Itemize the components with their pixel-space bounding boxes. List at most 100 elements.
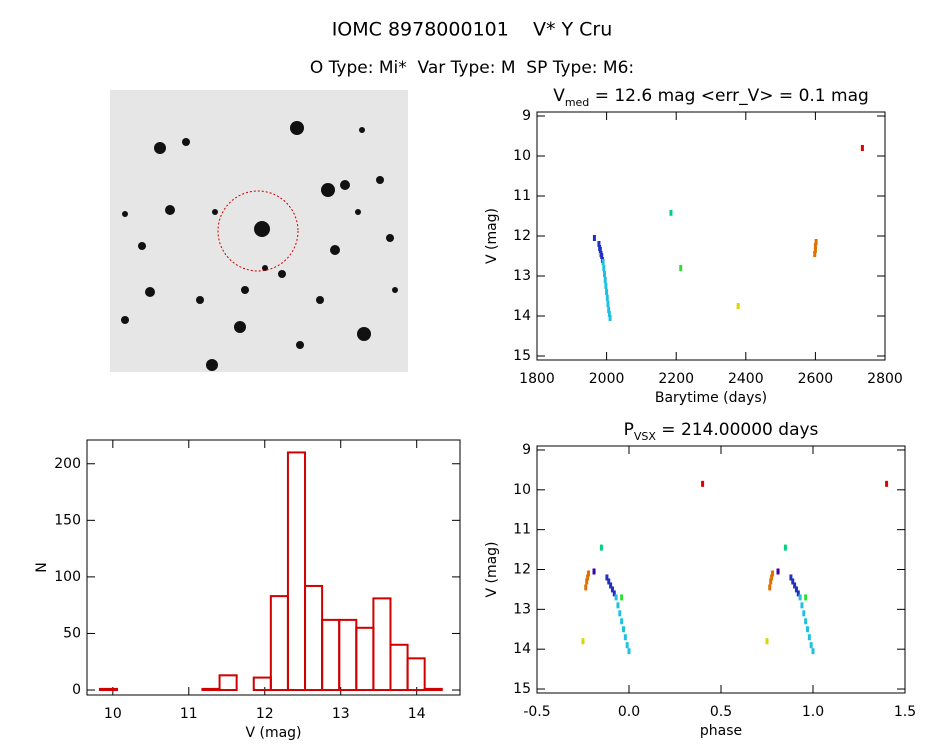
panel-title: Vmed = 12.6 mag <err_V> = 0.1 mag	[553, 86, 869, 109]
figure-subtitle: O Type: Mi* Var Type: M SP Type: M6:	[310, 58, 634, 78]
x-axis-label: Barytime (days)	[655, 390, 767, 406]
point	[794, 586, 798, 593]
point	[607, 578, 611, 585]
bar	[98, 687, 119, 692]
title-sub: VSX	[634, 430, 657, 443]
point	[609, 582, 613, 589]
y-tick-label: 11	[513, 522, 531, 538]
plot-frame	[536, 111, 886, 361]
x-tick-label: 10	[104, 706, 122, 722]
title-rest: = 214.00000 days	[656, 420, 819, 440]
y-tick-label: 15	[513, 681, 531, 697]
title-rest: = 12.6 mag <err_V> = 0.1 mag	[589, 86, 869, 106]
point	[765, 638, 769, 645]
point	[603, 271, 607, 277]
panel-title: PVSX = 214.00000 days	[624, 420, 819, 443]
point	[804, 618, 808, 625]
x-tick-label: 1800	[519, 371, 555, 387]
bar	[372, 597, 392, 692]
title-sub: med	[565, 96, 589, 109]
panel: 1800 2000 2200 2400 2600 2800 9 10 11 12 13 14 15 Bar…	[484, 86, 903, 406]
bar	[252, 676, 272, 692]
point	[620, 618, 624, 625]
x-tick-label: 2800	[867, 371, 903, 387]
point	[597, 241, 601, 247]
bar	[304, 584, 324, 692]
point	[610, 586, 614, 593]
point	[625, 642, 629, 649]
point	[601, 259, 605, 265]
plot-frame	[86, 439, 461, 696]
plot-frame	[536, 445, 906, 694]
y-axis-label: V (mag)	[484, 541, 500, 597]
y-tick-label: 10	[513, 148, 531, 164]
point	[607, 307, 611, 313]
point	[860, 145, 864, 151]
x-tick-label: -0.5	[523, 704, 550, 720]
point	[798, 594, 802, 601]
x-tick-label: 1.5	[894, 704, 916, 720]
x-tick-label: 2200	[658, 371, 694, 387]
point	[783, 544, 787, 551]
bar	[201, 687, 221, 692]
figure-title: IOMC 8978000101 V* Y Cru	[332, 19, 613, 41]
title-main: P	[624, 420, 634, 440]
bar	[269, 595, 289, 692]
y-axis-label: V (mag)	[484, 208, 500, 264]
point	[616, 602, 620, 609]
point	[776, 568, 780, 575]
point	[605, 289, 609, 295]
bar	[286, 451, 307, 692]
point	[804, 594, 808, 601]
y-tick-label: 13	[513, 601, 531, 617]
point	[627, 648, 631, 655]
y-tick-label: 12	[513, 228, 531, 244]
y-tick-label: 12	[513, 562, 531, 578]
point	[811, 648, 815, 655]
point	[612, 590, 616, 597]
point	[618, 610, 622, 617]
y-tick-label: 13	[513, 268, 531, 284]
x-tick-label: 1.0	[802, 704, 824, 720]
y-tick-label: 14	[513, 641, 531, 657]
point	[669, 209, 673, 216]
y-axis-label: N	[34, 562, 50, 572]
point	[584, 584, 588, 591]
point	[592, 235, 596, 241]
y-tick-label: 0	[72, 682, 81, 698]
bar	[423, 687, 443, 692]
point	[796, 590, 800, 597]
x-tick-label: 2600	[798, 371, 834, 387]
panel: -0.5 0.0 0.5 1.0 1.5 9 10 11 12 13 14 15 phase V (mag…	[484, 420, 916, 739]
point	[620, 594, 624, 601]
x-tick-label: 13	[332, 706, 350, 722]
point	[807, 634, 811, 641]
y-tick-label: 14	[513, 308, 531, 324]
point	[603, 277, 607, 283]
bar	[355, 626, 375, 692]
x-tick-label: 0.0	[618, 704, 640, 720]
point	[771, 570, 775, 577]
y-tick-label: 50	[63, 625, 81, 641]
y-tick-label: 150	[54, 512, 81, 528]
point	[581, 638, 585, 645]
y-tick-label: 9	[522, 108, 531, 124]
point	[598, 247, 602, 253]
x-tick-label: 14	[408, 706, 426, 722]
point	[608, 315, 612, 321]
point	[768, 584, 772, 591]
bar	[406, 657, 426, 692]
point	[793, 582, 797, 589]
y-tick-label: 100	[54, 569, 81, 585]
point	[805, 626, 809, 633]
point	[605, 574, 609, 581]
point	[885, 480, 889, 487]
point	[813, 251, 817, 257]
x-tick-label: 0.5	[710, 704, 732, 720]
point	[800, 602, 804, 609]
point	[791, 578, 795, 585]
y-tick-label: 10	[513, 482, 531, 498]
point	[604, 283, 608, 289]
bar	[218, 674, 238, 692]
